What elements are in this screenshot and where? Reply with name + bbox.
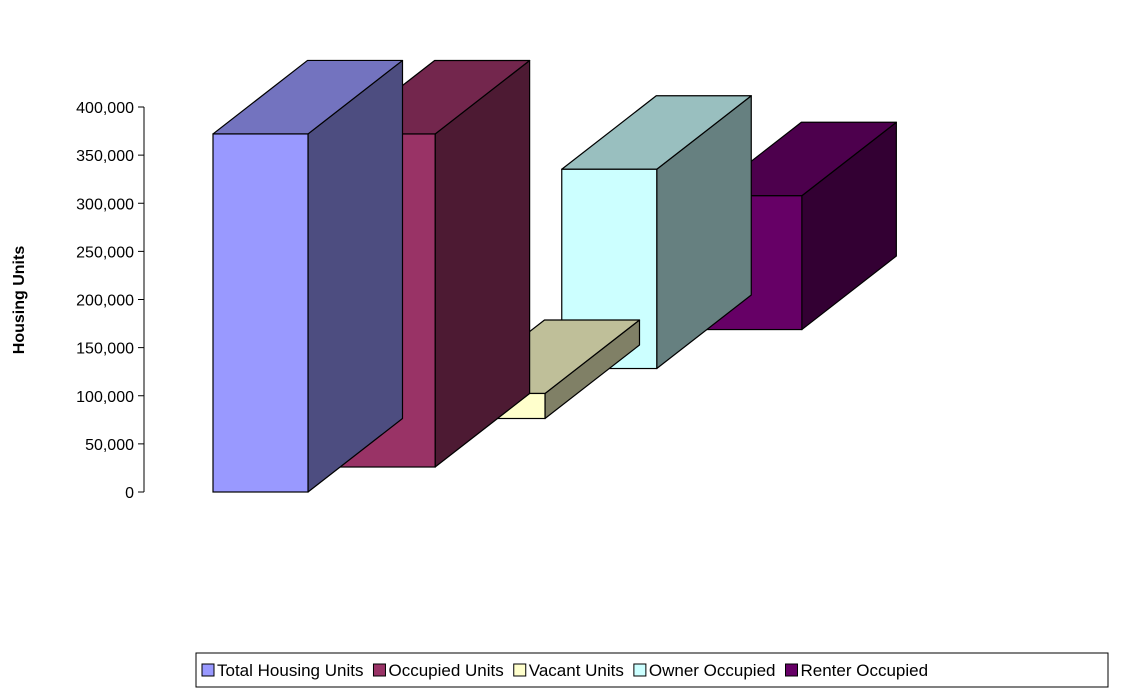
bar-front (212, 133, 309, 493)
legend-box (195, 652, 1109, 688)
legend: Total Housing Units Occupied Units Vacant … (195, 652, 1109, 688)
legend-swatch (201, 663, 215, 677)
y-tick-label: 250,000 (76, 244, 134, 261)
legend-item: Vacant Units (513, 661, 624, 680)
y-tick-label: 350,000 (76, 148, 134, 165)
legend-swatch (513, 663, 527, 677)
y-axis-title: Housing Units (11, 246, 28, 355)
legend-swatch (372, 663, 386, 677)
legend-item: Total Housing Units (201, 661, 363, 680)
bar-side (307, 59, 404, 493)
legend-label: Vacant Units (529, 661, 624, 680)
legend-label: Renter Occupied (801, 661, 929, 680)
y-tick-label: 300,000 (76, 196, 134, 213)
legend-swatch (785, 663, 798, 677)
bar-total-housing-units (212, 59, 404, 493)
legend-label: Owner Occupied (649, 661, 776, 680)
y-axis: 0 50,000 100,000 150,000 200,000 250,000 300,0… (76, 100, 145, 502)
legend-item: Occupied Units (372, 661, 504, 680)
y-tick-label: 0 (125, 485, 134, 502)
legend-label: Occupied Units (388, 661, 503, 680)
y-tick-label: 100,000 (76, 389, 134, 406)
legend-label: Total Housing Units (217, 661, 363, 680)
legend-item: Renter Occupied (785, 661, 929, 680)
y-tick-label: 200,000 (76, 293, 134, 310)
bars (212, 59, 897, 493)
y-tick-label: 50,000 (85, 437, 134, 454)
y-tick-label: 150,000 (76, 341, 134, 358)
legend-swatch (633, 663, 647, 677)
y-tick-label: 400,000 (76, 100, 134, 117)
legend-item: Owner Occupied (633, 661, 776, 680)
